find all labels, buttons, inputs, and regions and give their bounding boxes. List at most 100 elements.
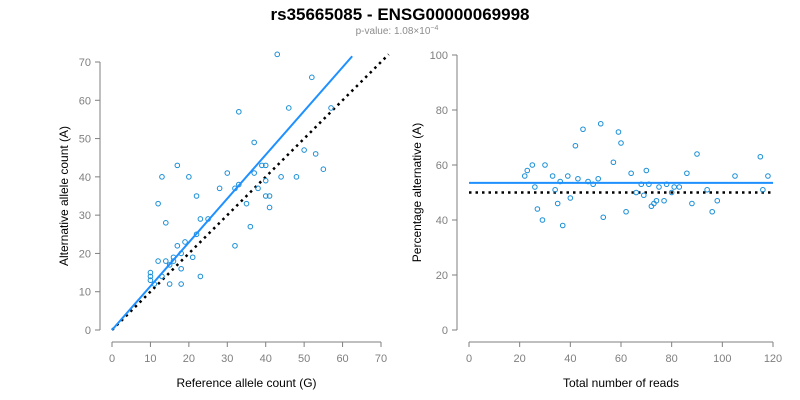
data-point (643, 167, 650, 174)
data-point (312, 151, 319, 157)
x-tick-label: 70 (375, 353, 387, 365)
y-tick-label: 60 (436, 160, 448, 172)
data-point (521, 173, 528, 179)
data-point (549, 173, 556, 179)
data-point (174, 242, 181, 249)
data-point (155, 258, 161, 264)
data-point (597, 120, 604, 127)
data-point (189, 254, 196, 261)
data-point (197, 216, 204, 222)
data-point (671, 184, 678, 190)
data-point (567, 195, 574, 201)
data-point (732, 173, 738, 179)
data-point (262, 177, 269, 184)
chart-title: rs35665085 - ENSG00000069998 (271, 5, 530, 24)
x-tick-label: 0 (109, 353, 115, 365)
x-tick-label: 80 (666, 353, 678, 365)
data-point (163, 258, 169, 264)
data-point (684, 170, 690, 177)
data-point (529, 162, 536, 168)
data-point (653, 197, 660, 204)
data-point (278, 174, 284, 180)
data-point (163, 220, 169, 226)
p-value-label: p-value: 1.08×10−4 (356, 25, 439, 37)
data-point (595, 175, 602, 182)
y-tick-label: 10 (79, 287, 91, 299)
data-point (243, 200, 250, 207)
y-tick-label: 0 (442, 325, 448, 337)
data-point (182, 239, 188, 245)
data-point (618, 140, 624, 146)
x-tick-label: 30 (221, 353, 233, 365)
x-tick-label: 40 (564, 353, 576, 365)
y-axis-title: Alternative allele count (A) (57, 126, 71, 266)
y-tick-label: 40 (436, 215, 448, 227)
y-tick-label: 60 (79, 95, 91, 107)
data-point (193, 231, 200, 238)
p-value-exponent: −4 (430, 25, 438, 32)
x-tick-label: 60 (615, 353, 627, 365)
x-tick-label: 100 (713, 353, 731, 365)
x-tick-label: 40 (260, 353, 272, 365)
y-tick-label: 50 (79, 134, 91, 146)
data-point (694, 151, 700, 157)
y-tick-label: 80 (436, 105, 448, 117)
data-point (757, 153, 764, 160)
fit-line (111, 55, 353, 331)
data-point (285, 105, 292, 111)
data-point (532, 184, 538, 190)
scatter-panel-counts: 0 10 20 30 40 50 60 70 0 10 20 30 40 50 60 70 Reference … (57, 51, 390, 390)
data-point (174, 162, 181, 169)
data-point (155, 200, 161, 207)
data-point (623, 208, 629, 215)
data-point (704, 186, 710, 193)
data-point (147, 269, 154, 276)
data-point (552, 186, 558, 193)
data-point (610, 159, 617, 166)
data-point (534, 206, 541, 212)
data-point (689, 200, 695, 207)
data-point (266, 204, 273, 211)
data-point (309, 74, 315, 81)
y-tick-label: 70 (79, 57, 91, 69)
x-tick-label: 0 (466, 353, 472, 365)
x-tick-label: 20 (183, 353, 195, 365)
data-point (251, 139, 257, 146)
data-point (255, 185, 261, 192)
data-point (559, 222, 566, 229)
y-tick-label: 20 (79, 248, 91, 260)
data-point (274, 51, 281, 58)
y-tick-label: 0 (85, 325, 91, 337)
data-point (714, 197, 721, 204)
data-point (224, 170, 231, 176)
data-point (628, 170, 634, 177)
data-point (301, 147, 307, 153)
x-tick-label: 10 (144, 353, 156, 365)
data-point (633, 189, 640, 196)
data-point (661, 197, 667, 204)
scatter-panel-percentage: 0 20 40 60 80 100 120 0 20 40 60 80 100 Total number … (410, 50, 782, 390)
data-point (565, 173, 571, 179)
y-tick-label: 30 (79, 210, 91, 222)
data-point (575, 175, 581, 182)
data-point (197, 273, 204, 280)
y-tick-label: 100 (430, 50, 448, 62)
data-point (676, 184, 683, 190)
y-axis-title: Percentage alternative (A) (410, 123, 424, 262)
data-point (147, 277, 154, 284)
data-point (193, 193, 200, 199)
data-point (159, 174, 165, 180)
x-tick-label: 120 (764, 353, 782, 365)
data-point (178, 281, 184, 287)
data-point (539, 217, 546, 223)
data-point (524, 167, 531, 174)
data-point (251, 170, 257, 176)
data-point (186, 174, 192, 180)
x-axis-title: Total number of reads (563, 376, 679, 390)
data-point (554, 200, 561, 207)
data-point (166, 281, 173, 287)
data-point (320, 166, 327, 172)
p-value-text: p-value: 1.08×10 (356, 26, 431, 37)
data-point (262, 162, 269, 169)
